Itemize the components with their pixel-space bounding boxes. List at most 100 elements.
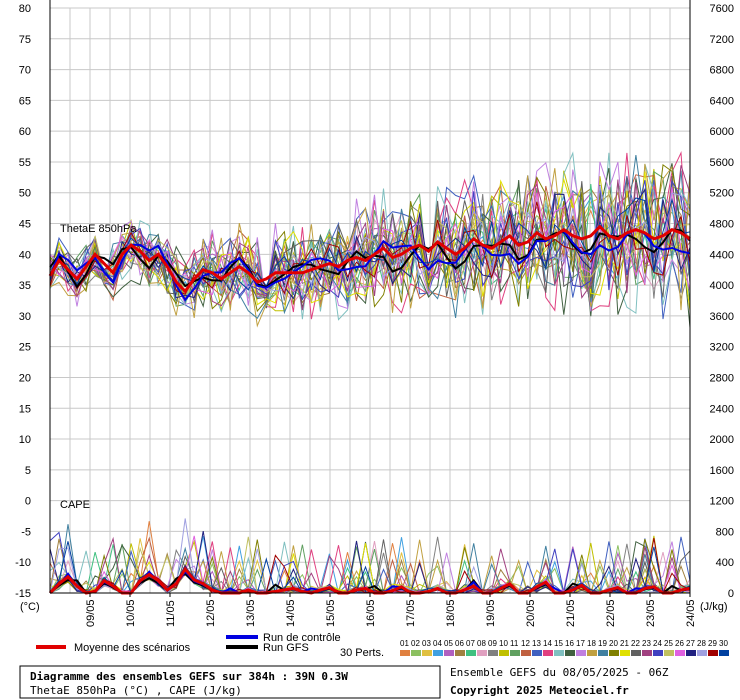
- member-legend-label: 23: [642, 639, 651, 648]
- member-legend-label: 18: [587, 639, 596, 648]
- member-thetae-line: [49, 197, 691, 291]
- x-tick-label: 10/05: [125, 599, 137, 627]
- left-tick-label: 50: [19, 188, 31, 200]
- member-legend-label: 22: [631, 639, 640, 648]
- member-legend-swatch: [598, 650, 608, 656]
- right-tick-label: 2000: [710, 434, 734, 446]
- member-legend-swatch: [455, 650, 465, 656]
- right-tick-label: 1200: [710, 496, 734, 508]
- member-legend-swatch: [686, 650, 696, 656]
- right-axis-unit: (J/kg): [700, 601, 728, 613]
- info-box: [19, 665, 441, 699]
- member-legend-swatch: [521, 650, 531, 656]
- left-axis-unit: (°C): [20, 601, 40, 613]
- member-legend-swatch: [532, 650, 542, 656]
- member-legend-swatch: [422, 650, 432, 656]
- member-legend-swatch: [444, 650, 454, 656]
- member-legend-swatch: [609, 650, 619, 656]
- right-tick-label: 800: [716, 526, 734, 538]
- member-legend-swatch: [631, 650, 641, 656]
- member-legend-label: 28: [697, 639, 706, 648]
- mean-thetae-line: [48, 224, 691, 294]
- right-tick-label: 400: [716, 557, 734, 569]
- member-legend-label: 19: [598, 639, 607, 648]
- left-tick-label: 60: [19, 126, 31, 138]
- member-legend-label: 13: [532, 639, 541, 648]
- left-tick-label: 25: [19, 342, 31, 354]
- member-legend: 01 02 03 04 05 06 07 08 09 10 11 12 13 14 15 16 17 18 19 20…: [400, 639, 729, 656]
- member-legend-label: 25: [664, 639, 673, 648]
- right-tick-label: 5200: [710, 188, 734, 200]
- run-info: Ensemble GEFS du 08/05/2025 - 06Z: [450, 666, 669, 679]
- x-tick-label: 22/05: [605, 599, 617, 627]
- right-tick-label: 6800: [710, 65, 734, 77]
- member-legend-label: 26: [675, 639, 684, 648]
- member-legend-label: 02: [411, 639, 420, 648]
- chart-subtitle: ThetaE 850hPa (°C) , CAPE (J/kg): [30, 684, 242, 697]
- control-thetae-line: [49, 227, 691, 302]
- member-legend-label: 07: [466, 639, 475, 648]
- member-legend-swatch: [653, 650, 663, 656]
- member-legend-label: 05: [444, 639, 453, 648]
- member-legend-swatch: [565, 650, 575, 656]
- member-legend-label: 09: [488, 639, 497, 648]
- member-legend-label: 30: [719, 639, 728, 648]
- right-tick-label: 4400: [710, 249, 734, 261]
- x-tick-label: 19/05: [485, 599, 497, 627]
- member-legend-label: 12: [521, 639, 530, 648]
- member-legend-swatch: [543, 650, 553, 656]
- member-legend-swatch: [708, 650, 718, 656]
- right-tick-label: 5600: [710, 157, 734, 169]
- member-legend-label: 06: [455, 639, 464, 648]
- member-thetae-line: [49, 186, 691, 296]
- left-tick-label: 80: [19, 3, 31, 15]
- member-thetae-line: [49, 179, 691, 301]
- x-tick-label: 15/05: [325, 599, 337, 627]
- x-tick-label: 23/05: [645, 599, 657, 627]
- legend-mean-label: Moyenne des scénarios: [74, 642, 191, 654]
- chart-title: Diagramme des ensembles GEFS sur 384h : …: [30, 670, 348, 683]
- x-tick-label: 16/05: [365, 599, 377, 627]
- member-legend-label: 08: [477, 639, 486, 648]
- member-legend-swatch: [587, 650, 597, 656]
- member-legend-label: 17: [576, 639, 585, 648]
- member-legend-swatch: [433, 650, 443, 656]
- member-legend-label: 29: [708, 639, 717, 648]
- member-legend-swatch: [664, 650, 674, 656]
- member-legend-swatch: [400, 650, 410, 656]
- legend-gfs-label: Run GFS: [263, 642, 309, 654]
- member-legend-label: 10: [499, 639, 508, 648]
- member-legend-label: 03: [422, 639, 431, 648]
- member-legend-swatch: [576, 650, 586, 656]
- member-thetae-line: [49, 150, 691, 320]
- member-legend-label: 16: [565, 639, 574, 648]
- copyright: Copyright 2025 Meteociel.fr: [450, 684, 629, 697]
- x-tick-label: 21/05: [565, 599, 577, 627]
- legend-perts-label: 30 Perts.: [340, 647, 384, 659]
- x-tick-label: 18/05: [445, 599, 457, 627]
- right-tick-label: 4800: [710, 219, 734, 231]
- right-tick-label: 6000: [710, 126, 734, 138]
- right-tick-label: 2800: [710, 372, 734, 384]
- left-tick-label: -15: [15, 588, 31, 600]
- right-tick-label: 7200: [710, 34, 734, 46]
- left-tick-label: 35: [19, 280, 31, 292]
- left-tick-label: -10: [15, 557, 31, 569]
- right-tick-label: 7600: [710, 3, 734, 15]
- member-legend-swatch: [642, 650, 652, 656]
- x-tick-label: 11/05: [165, 600, 177, 627]
- thetae-panel-label: ThetaE 850hPa: [60, 223, 137, 235]
- member-legend-label: 04: [433, 639, 442, 648]
- x-tick-label: 09/05: [85, 599, 97, 627]
- member-legend-label: 24: [653, 639, 662, 648]
- mean-cape-line: [48, 566, 691, 595]
- member-legend-label: 20: [609, 639, 618, 648]
- member-legend-swatch: [719, 650, 729, 656]
- member-legend-label: 11: [510, 639, 519, 648]
- member-legend-swatch: [411, 650, 421, 656]
- right-tick-label: 3600: [710, 311, 734, 323]
- x-tick-label: 13/05: [245, 599, 257, 627]
- left-tick-label: 70: [19, 65, 31, 77]
- legend: Moyenne des scénarios Run de contrôle Ru…: [36, 632, 729, 659]
